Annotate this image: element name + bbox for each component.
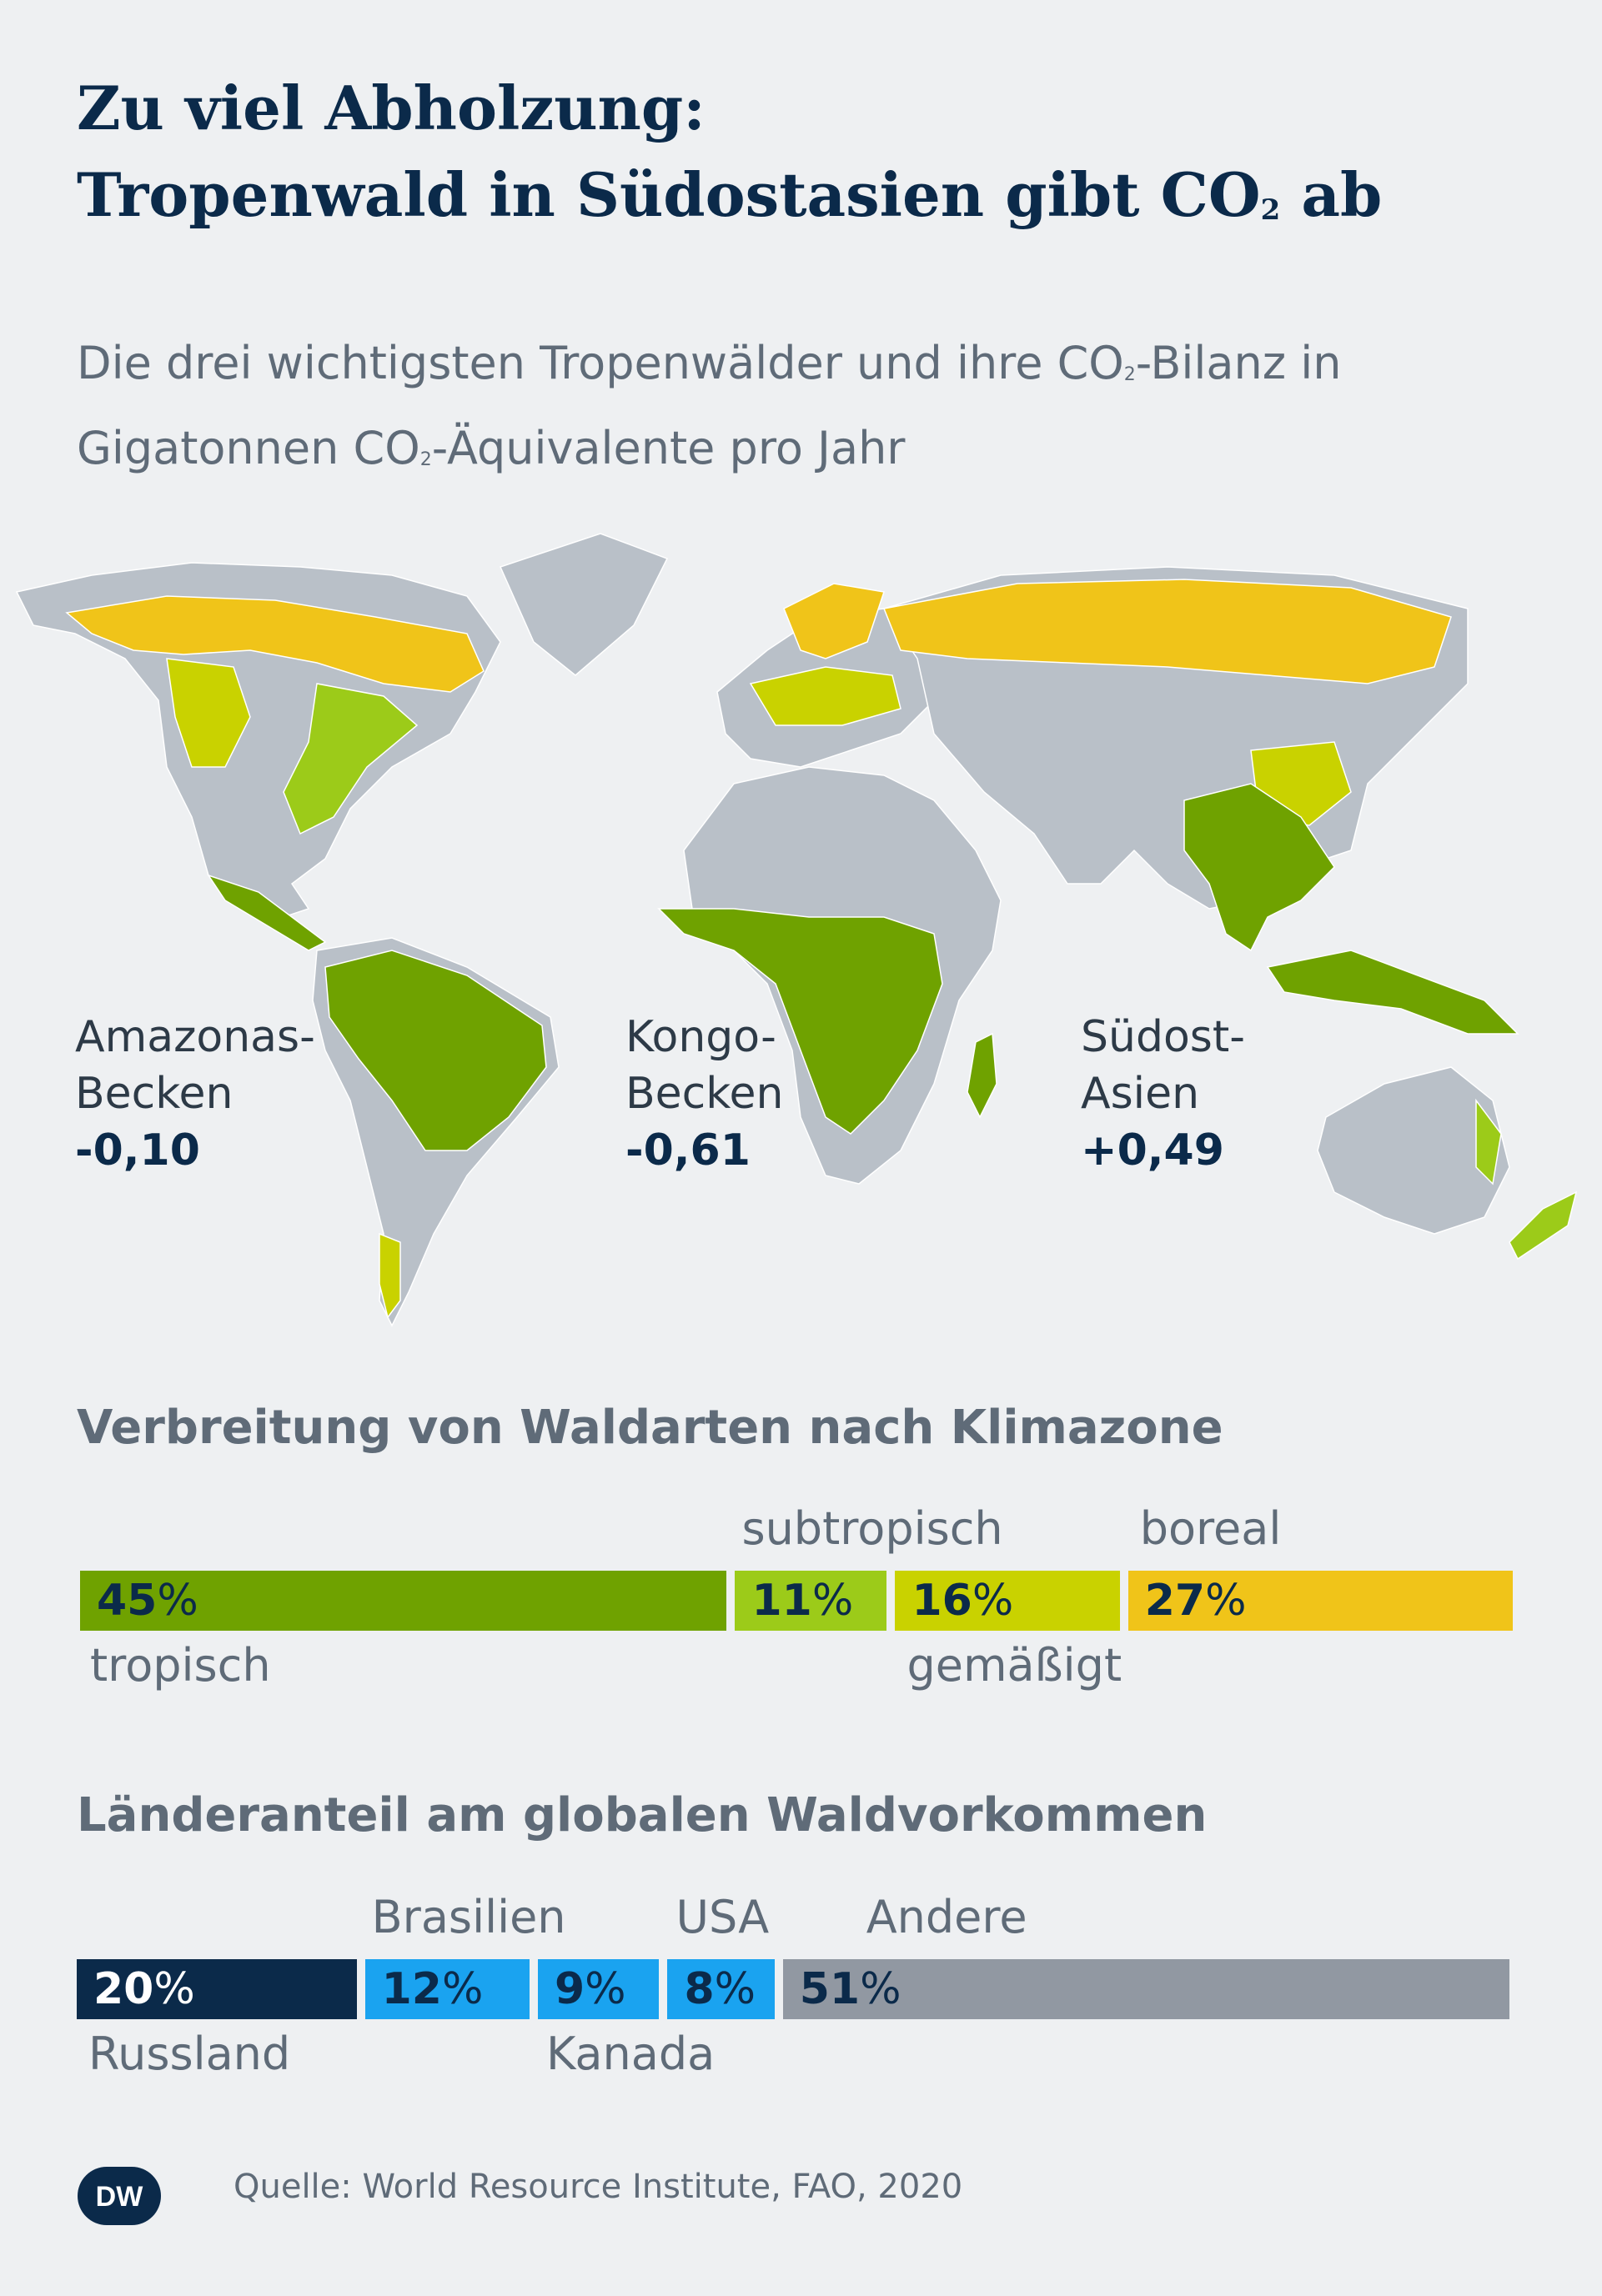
region-label-southeast-asia: Südost- Asien +0,49 bbox=[1081, 1009, 1245, 1179]
bar-category-label: tropisch bbox=[90, 1639, 271, 1692]
bar-value: 9 bbox=[554, 1964, 585, 2014]
map-central-america-tropical bbox=[207, 874, 327, 951]
page-subtitle: Die drei wichtigsten Tropenwälder und ih… bbox=[77, 327, 1544, 497]
map-new-zealand-forest bbox=[1509, 1191, 1578, 1261]
bar-unit: % bbox=[811, 1576, 854, 1626]
region-congo-name-2: Becken bbox=[625, 1069, 784, 1119]
subtitle-subscript-1: 2 bbox=[1123, 364, 1136, 385]
subtitle-line-2: Gigatonnen CO bbox=[77, 422, 420, 474]
map-siberia-boreal bbox=[882, 579, 1452, 684]
dw-logo: DW bbox=[78, 2167, 161, 2225]
bar-unit: % bbox=[972, 1576, 1014, 1626]
bar-segment-gemäßigt: 16% bbox=[895, 1571, 1120, 1631]
bar-unit: % bbox=[153, 1964, 195, 2014]
bar-unit: % bbox=[1205, 1576, 1247, 1626]
map-scandinavia-boreal bbox=[783, 583, 885, 659]
country-share-title: Länderanteil am globalen Waldvorkommen bbox=[77, 1788, 1208, 1842]
bar-unit: % bbox=[860, 1964, 901, 2014]
title-line-2: Tropenwald in Südostasien gibt CO bbox=[77, 159, 1261, 230]
bar-value: 16 bbox=[911, 1576, 972, 1626]
region-sea-value: +0,49 bbox=[1081, 1125, 1224, 1176]
climate-zone-title: Verbreitung von Waldarten nach Klimazone bbox=[77, 1401, 1223, 1455]
bar-unit: % bbox=[441, 1964, 484, 2014]
bar-value: 51 bbox=[799, 1964, 861, 2014]
bar-value: 8 bbox=[684, 1964, 715, 2014]
region-amazon-value: -0,10 bbox=[75, 1125, 200, 1176]
bar-category-label: Kanada bbox=[545, 2028, 716, 2080]
bar-segment-boreal: 27% bbox=[1127, 1571, 1513, 1631]
bar-segment-brasilien: 12% bbox=[364, 1959, 530, 2019]
map-amazon-tropical bbox=[324, 950, 547, 1151]
region-amazon-name-2: Becken bbox=[75, 1069, 234, 1119]
bar-category-label: Brasilien bbox=[371, 1891, 566, 1943]
bar-category-label: boreal bbox=[1139, 1502, 1282, 1555]
region-congo-name-1: Kongo- bbox=[625, 1012, 776, 1062]
bar-category-label: Russland bbox=[88, 2028, 291, 2080]
bar-category-label: gemäßigt bbox=[906, 1639, 1122, 1692]
bar-unit: % bbox=[585, 1964, 626, 2014]
dw-logo-text: DW bbox=[96, 2181, 144, 2213]
bar-segment-kanada: 9% bbox=[537, 1959, 660, 2019]
bar-value: 11 bbox=[751, 1576, 812, 1626]
bar-value: 45 bbox=[97, 1576, 158, 1626]
region-sea-name-1: Südost- bbox=[1081, 1012, 1246, 1062]
title-line-2-end: ab bbox=[1280, 159, 1383, 230]
bar-segment-subtropisch: 11% bbox=[735, 1571, 887, 1631]
bar-category-label: subtropisch bbox=[741, 1502, 1003, 1555]
map-australia-east-forest bbox=[1475, 1098, 1502, 1186]
map-north-america-temperate bbox=[166, 658, 251, 768]
bar-segment-russland: 20% bbox=[77, 1959, 357, 2019]
region-sea-name-2: Asien bbox=[1081, 1069, 1200, 1119]
subtitle-line-1: Die drei wichtigsten Tropenwälder und ih… bbox=[77, 337, 1124, 389]
title-subscript: 2 bbox=[1260, 193, 1281, 227]
map-southeast-asia-tropical bbox=[1183, 783, 1335, 952]
bar-category-label: Andere bbox=[866, 1891, 1027, 1943]
bar-value: 20 bbox=[93, 1964, 154, 2014]
bar-unit: % bbox=[157, 1576, 198, 1626]
map-congo-tropical bbox=[657, 908, 943, 1135]
bar-unit: % bbox=[714, 1964, 756, 2014]
bar-category-label: USA bbox=[675, 1891, 770, 1943]
subtitle-subscript-2: 2 bbox=[419, 449, 432, 470]
bar-value: 12 bbox=[381, 1964, 442, 2014]
map-europe-temperate bbox=[749, 666, 901, 726]
subtitle-line-1-end: -Bilanz in bbox=[1135, 337, 1342, 389]
region-label-amazon: Amazonas- Becken -0,10 bbox=[75, 1009, 315, 1179]
map-indonesia-tropical bbox=[1266, 950, 1519, 1035]
title-line-1: Zu viel Abholzung: bbox=[77, 73, 706, 143]
bar-value: 27 bbox=[1144, 1576, 1206, 1626]
map-madagascar bbox=[967, 1032, 997, 1119]
source-note: Quelle: World Resource Institute, FAO, 2… bbox=[234, 2168, 963, 2206]
subtitle-line-2-end: -Äquivalente pro Jahr bbox=[431, 422, 906, 474]
bar-segment-usa: 8% bbox=[667, 1959, 775, 2019]
map-north-america-boreal bbox=[65, 595, 485, 693]
region-label-congo: Kongo- Becken -0,61 bbox=[625, 1009, 783, 1179]
region-congo-value: -0,61 bbox=[625, 1125, 751, 1176]
map-greenland-land bbox=[499, 533, 669, 676]
page-title: Zu viel Abholzung: Tropenwald in Südosta… bbox=[77, 65, 1544, 253]
bar-segment-andere: 51% bbox=[782, 1959, 1509, 2019]
world-forest-map bbox=[15, 533, 1578, 1327]
map-north-america-east-forest bbox=[283, 683, 419, 835]
map-south-america-south-forest bbox=[379, 1232, 401, 1319]
region-amazon-name-1: Amazonas- bbox=[75, 1012, 315, 1062]
map-australia-land bbox=[1317, 1066, 1510, 1235]
bar-segment-tropisch: 45% bbox=[80, 1571, 727, 1631]
